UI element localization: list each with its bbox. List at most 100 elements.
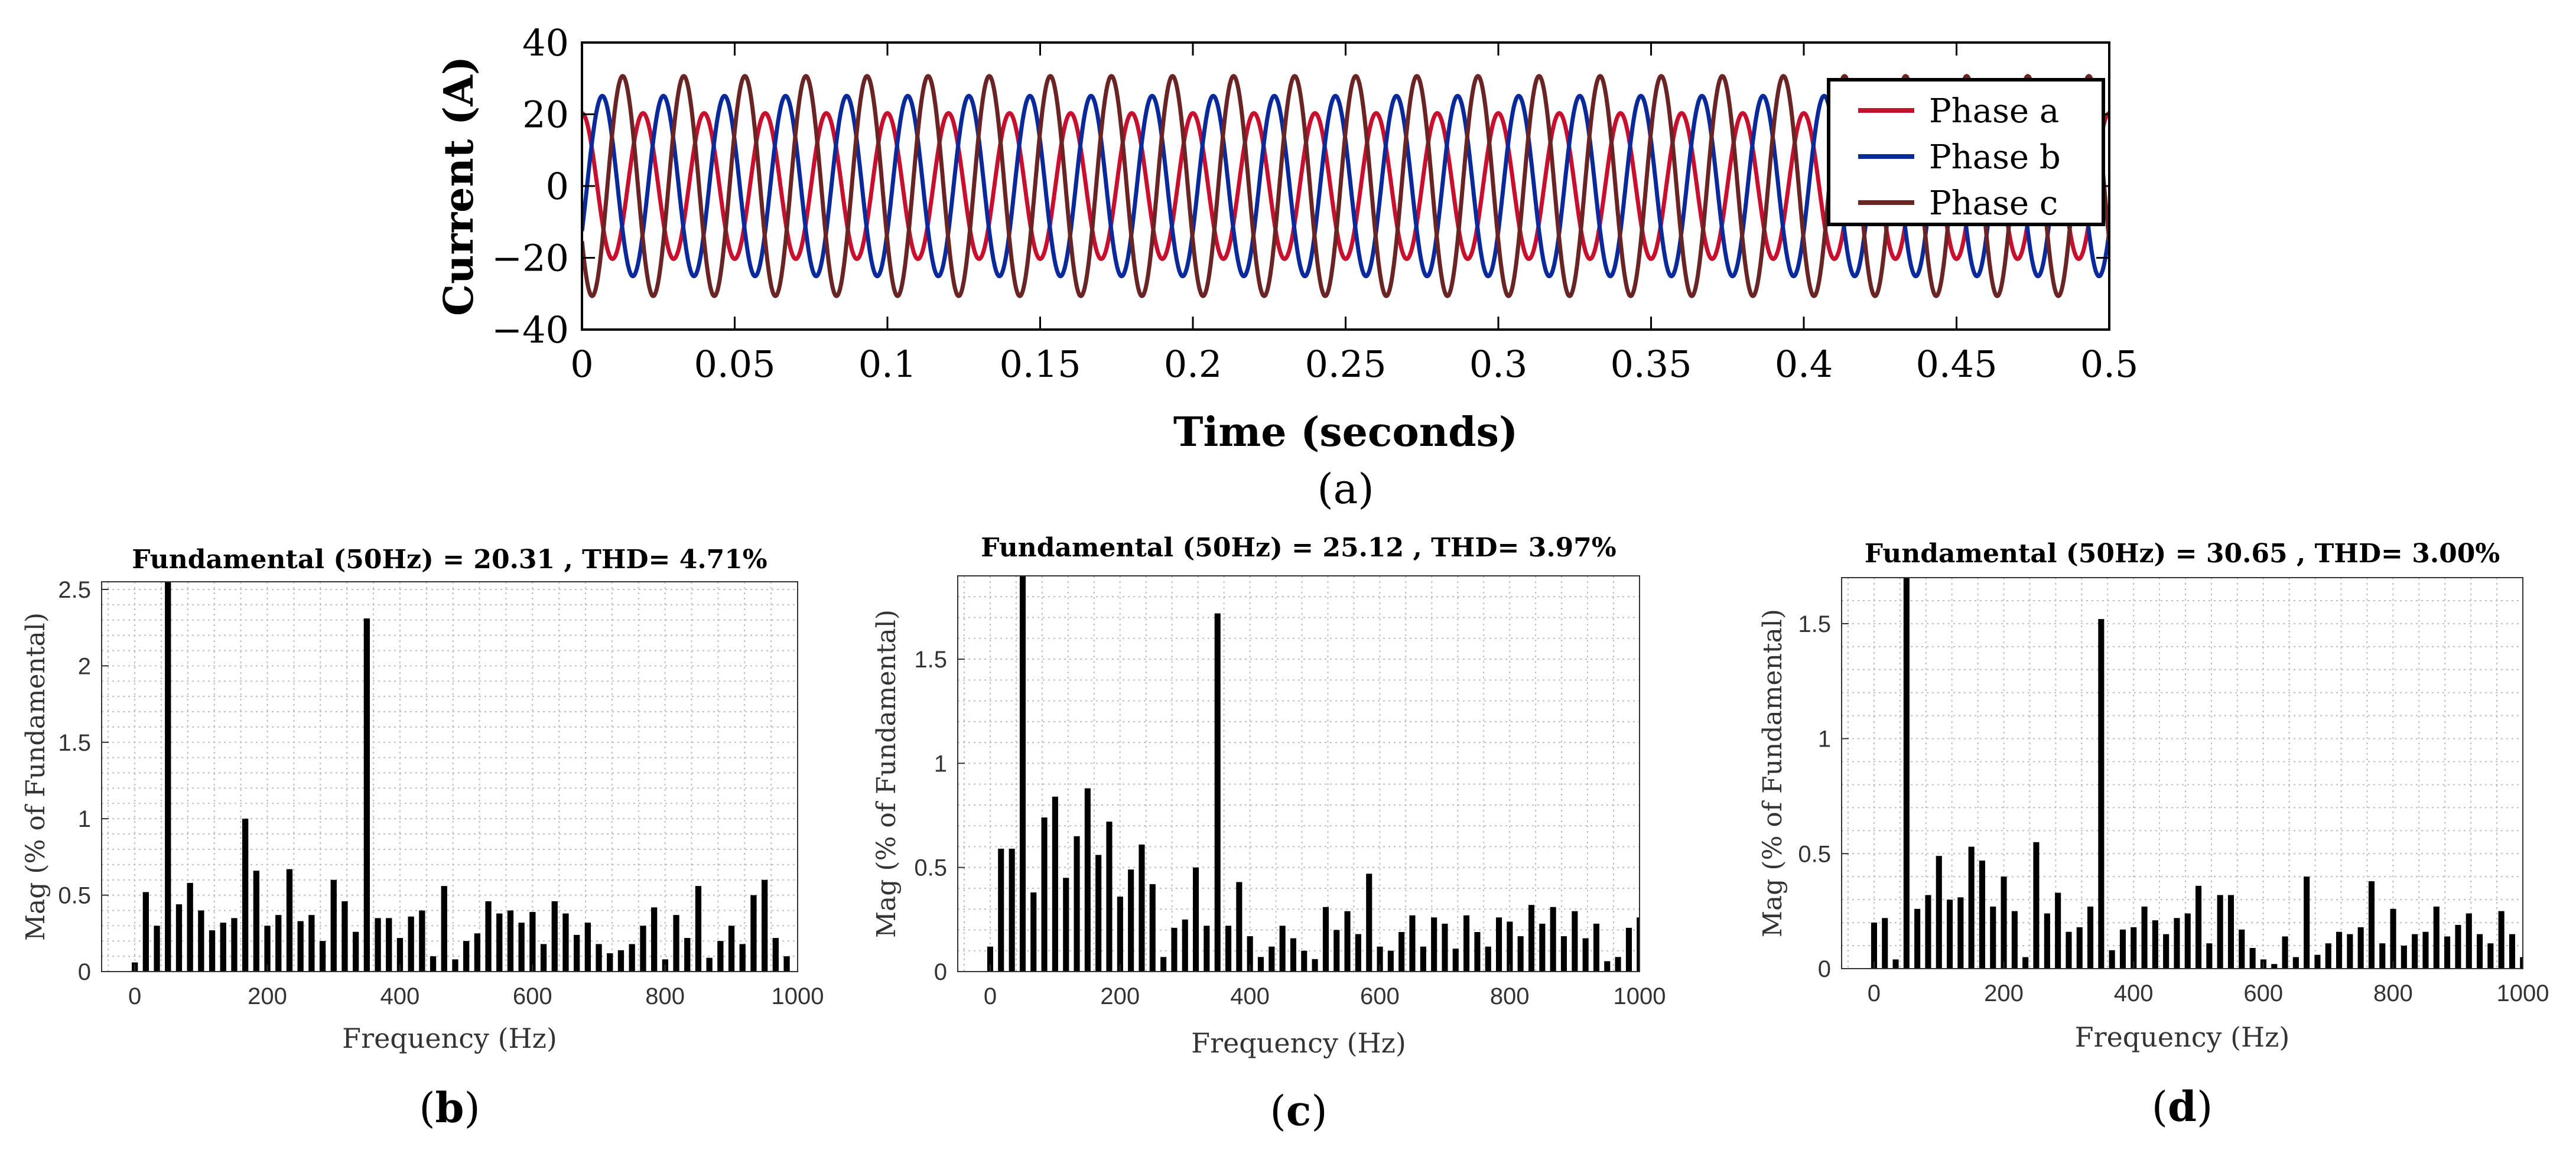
bar [1041, 817, 1048, 972]
bar [507, 910, 514, 972]
y-tick-label: 0 [546, 165, 569, 208]
x-tick-label: 0.05 [694, 343, 775, 386]
bar [485, 901, 492, 972]
bar [2098, 619, 2105, 969]
bar [1084, 788, 1091, 972]
bar [1957, 897, 1964, 969]
bar [2206, 943, 2213, 969]
bar [1366, 874, 1372, 972]
bar [419, 910, 425, 972]
caption-paren-close: ) [1311, 1087, 1327, 1135]
x-tick-label: 0.2 [1164, 343, 1222, 386]
bar [1225, 926, 1232, 972]
bar [2033, 842, 2040, 969]
bar [728, 926, 735, 972]
bar [2282, 936, 2288, 969]
bar [2109, 950, 2115, 969]
bar [695, 886, 702, 972]
bar [1572, 911, 1578, 972]
bar [1871, 923, 1877, 969]
bar [1398, 932, 1405, 972]
bars-group [987, 576, 1640, 972]
bar [2509, 934, 2515, 969]
bar [1009, 848, 1015, 972]
bar [2131, 927, 2137, 969]
bar [706, 957, 713, 972]
bar [1560, 936, 1567, 972]
y-tick-label: 0.5 [914, 855, 947, 881]
y-tick-label: 1 [78, 806, 91, 832]
bar [253, 871, 259, 972]
bar [2239, 929, 2245, 969]
bar [1990, 906, 1996, 969]
bar [1377, 946, 1383, 972]
bar [2304, 876, 2310, 969]
bar [1290, 938, 1296, 972]
bar [2444, 936, 2451, 969]
y-tick-label: 1.5 [58, 730, 91, 756]
bar [1095, 855, 1102, 972]
bar [2184, 913, 2191, 969]
bar [1431, 917, 1437, 972]
bar [430, 956, 437, 972]
bar [496, 913, 503, 972]
y-tick-label: 1.5 [914, 647, 947, 673]
x-tick-label: 1000 [2497, 980, 2549, 1006]
bar [319, 941, 326, 972]
bar [2271, 964, 2278, 969]
bar [231, 918, 238, 972]
legend-box [1827, 78, 2105, 226]
bar [2292, 957, 2299, 969]
x-tick-label: 400 [380, 983, 419, 1009]
x-tick-label: 0.15 [999, 343, 1081, 386]
bar [1312, 959, 1318, 972]
y-tick-label: 40 [522, 21, 569, 64]
panel-c: 0 200 400 600 800 1000 0 0.5 1 1.5 Fundamental (50… [871, 533, 1666, 1135]
bar [2422, 931, 2429, 969]
bar [308, 915, 315, 972]
bar [2347, 934, 2353, 969]
caption-letter: b [435, 1083, 464, 1132]
bar [2412, 934, 2418, 969]
caption-paren-open: ( [2152, 1083, 2168, 1131]
bar [242, 819, 249, 972]
bar [1604, 961, 1611, 972]
bar [1052, 796, 1058, 972]
y-tick-label: 0.5 [1798, 841, 1831, 867]
bar [375, 918, 381, 972]
bars-group [132, 582, 790, 972]
bar [2336, 931, 2343, 969]
bar [330, 879, 337, 972]
x-tick-label: 0.45 [1915, 343, 1997, 386]
bar [165, 582, 171, 972]
x-tick-label: 0 [570, 343, 593, 386]
bar [1637, 917, 1640, 972]
bar [2227, 895, 2234, 969]
bar [353, 931, 359, 972]
bar [2196, 885, 2202, 969]
bar [2401, 946, 2407, 969]
bar [1882, 918, 1888, 969]
bar [584, 923, 591, 972]
panel-caption: (b) [419, 1083, 480, 1132]
y-axis-label: Current (A) [435, 56, 483, 316]
bar [2368, 881, 2375, 969]
bar [651, 907, 658, 972]
x-tick-label: 0.3 [1469, 343, 1528, 386]
bar [551, 901, 558, 972]
bar [1463, 915, 1470, 972]
bar [673, 915, 679, 972]
bar [1539, 923, 1546, 972]
bar [1344, 911, 1351, 972]
y-axis-label: Mag (% of Fundamental) [871, 610, 902, 938]
x-tick-label: 600 [1360, 983, 1400, 1009]
bar [1160, 957, 1167, 972]
chart-title: Fundamental (50Hz) = 25.12 , THD= 3.97% [981, 533, 1616, 563]
bar [2141, 906, 2148, 969]
bar [2433, 906, 2440, 969]
bar [2076, 927, 2083, 969]
caption-letter: c [1286, 1086, 1312, 1135]
bar [596, 944, 602, 972]
plot-frame [1841, 577, 2523, 969]
y-tick-label: −40 [492, 308, 569, 351]
